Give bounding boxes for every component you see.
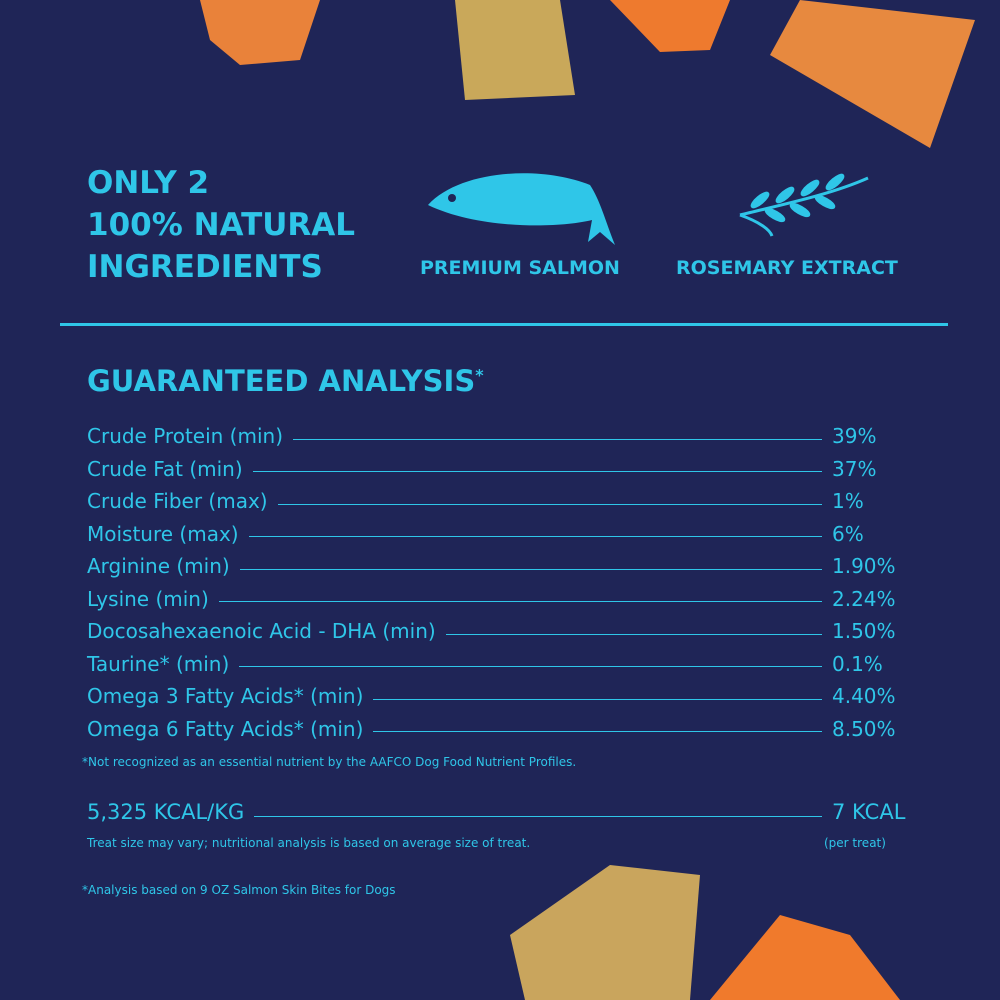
calories-per-kg: 5,325 KCAL/KG [87,800,245,824]
leader-line [445,633,822,635]
nutrient-name: Crude Fiber (max) [87,489,268,514]
nutrient-name: Omega 3 Fatty Acids* (min) [87,684,364,709]
leader-line [218,601,822,603]
nutrient-value: 2.24% [832,586,896,611]
ingredient-label: PREMIUM SALMON [420,257,620,279]
nutrient-name: Lysine (min) [87,586,209,611]
analysis-row: Docosahexaenoic Acid - DHA (min) 1.50% [87,615,917,648]
footer-note: *Analysis based on 9 OZ Salmon Skin Bite… [82,883,396,897]
fish-icon [428,173,615,245]
nutrient-name: Arginine (min) [87,554,230,579]
nutrient-value: 0.1% [832,651,883,676]
leader-line [252,471,822,473]
footnote: *Not recognized as an essential nutrient… [82,755,577,769]
analysis-title-mark: * [475,365,484,385]
title: ONLY 2 100% NATURAL INGREDIENTS [87,162,355,288]
nutrient-name: Omega 6 Fatty Acids* (min) [87,716,364,741]
analysis-row: Crude Fat (min) 37% [87,453,917,486]
leader-line [373,731,822,733]
nutrient-value: 37% [832,456,877,481]
salmon-piece [200,0,320,65]
leader-line [373,698,822,700]
calories-per-treat: 7 KCAL [832,800,906,824]
leader-line [277,503,822,505]
analysis-title: GUARANTEED ANALYSIS* [87,364,484,398]
analysis-row: Omega 6 Fatty Acids* (min) 8.50% [87,713,917,746]
title-line: INGREDIENTS [87,249,323,285]
salmon-piece [710,915,900,1000]
salmon-skin [510,865,700,1000]
nutrient-value: 1.50% [832,619,896,644]
analysis-row: Taurine* (min) 0.1% [87,648,917,681]
nutrient-value: 39% [832,424,877,449]
divider [60,323,948,326]
ingredient-label: ROSEMARY EXTRACT [676,257,898,279]
title-line: 100% NATURAL [87,207,356,243]
salmon-piece [770,0,975,148]
leader-line [248,536,822,538]
nutrient-value: 1.90% [832,554,896,579]
nutrient-name: Taurine* (min) [87,651,230,676]
nutrient-name: Crude Protein (min) [87,424,284,449]
title-line: ONLY 2 [87,165,210,201]
analysis-row: Crude Protein (min) 39% [87,420,917,453]
leader-line [239,568,822,570]
nutrient-name: Docosahexaenoic Acid - DHA (min) [87,619,436,644]
calories-note: Treat size may vary; nutritional analysi… [87,836,531,850]
nutrient-name: Crude Fat (min) [87,456,243,481]
nutrient-value: 4.40% [832,684,896,709]
nutrient-name: Moisture (max) [87,521,239,546]
analysis-row: Crude Fiber (max) 1% [87,485,917,518]
analysis-rows: Crude Protein (min) 39% Crude Fat (min) 37%… [87,420,917,745]
nutrient-value: 8.50% [832,716,896,741]
analysis-row: Moisture (max) 6% [87,518,917,551]
analysis-title-text: GUARANTEED ANALYSIS [87,364,476,398]
salmon-skin [455,0,575,100]
leader-line [293,438,822,440]
rosemary-icon [739,173,869,237]
leader-line [254,815,822,817]
per-treat-note: (per treat) [824,836,886,850]
analysis-row: Omega 3 Fatty Acids* (min) 4.40% [87,680,917,713]
calories-row: 5,325 KCAL/KG 7 KCAL [87,800,917,824]
nutrient-value: 1% [832,489,864,514]
analysis-row: Lysine (min) 2.24% [87,583,917,616]
analysis-row: Arginine (min) 1.90% [87,550,917,583]
salmon-piece [610,0,730,52]
nutrient-value: 6% [832,521,864,546]
leader-line [239,666,822,668]
